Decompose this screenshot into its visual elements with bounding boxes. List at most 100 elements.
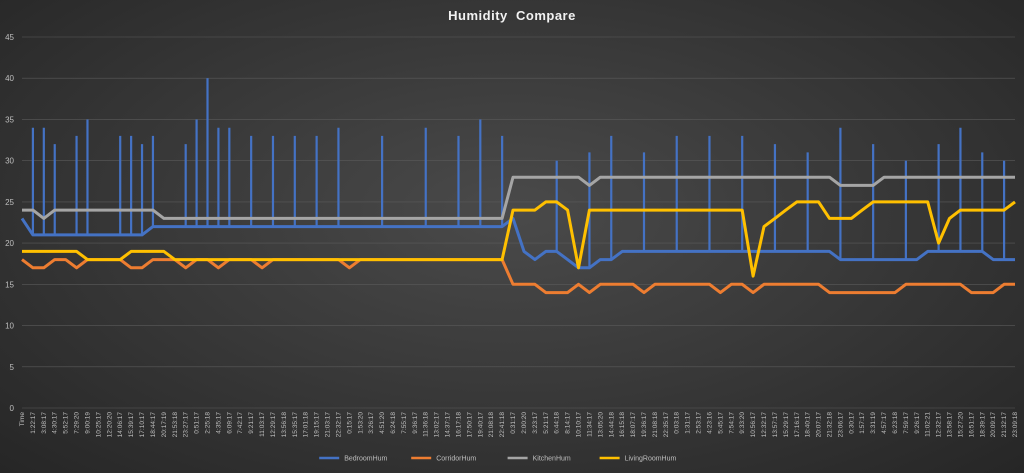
x-tick-label: 21:32:17 — [1001, 412, 1008, 438]
x-tick-label: 22:32:17 — [335, 412, 342, 438]
x-tick-label: 1:31:17 — [685, 412, 692, 434]
x-tick-label: Time — [19, 412, 26, 427]
x-tick-label: 3:31:19 — [870, 412, 877, 434]
x-tick-label: 20:17:19 — [161, 412, 168, 438]
x-tick-label: 18:39:17 — [979, 412, 986, 438]
x-tick-label: 20:09:17 — [990, 412, 997, 438]
series-line-bedroomhum — [20, 216, 1015, 270]
x-tick-label: 17:50:17 — [466, 412, 473, 438]
x-tick-label: 6:44:18 — [554, 412, 561, 434]
x-tick-label: 7:42:17 — [237, 412, 244, 434]
y-tick-label-35: 35 — [5, 115, 14, 124]
x-tick-label: 10:25:17 — [95, 412, 102, 438]
x-tick-label: 9:00:19 — [84, 412, 91, 434]
x-tick-label: 5:52:17 — [63, 412, 70, 434]
x-tick-label: 17:16:17 — [794, 412, 801, 438]
y-tick-label-40: 40 — [5, 74, 14, 83]
x-tick-label: 6:24:18 — [390, 412, 397, 434]
x-tick-label: 14:06:17 — [117, 412, 124, 438]
x-tick-label: 3:08:17 — [41, 412, 48, 434]
x-tick-label: 12:20:20 — [106, 412, 113, 438]
x-tick-label: 7:54:17 — [728, 412, 735, 434]
x-tick-label: 10:10:17 — [576, 412, 583, 438]
x-tick-label: 0:51:17 — [194, 412, 201, 434]
legend-label-bedroomhum: BedroomHum — [344, 456, 387, 463]
x-tick-label: 20:07:17 — [816, 412, 823, 438]
x-tick-label: 12:32:17 — [761, 412, 768, 438]
x-tick-label: 8:14:17 — [565, 412, 572, 434]
x-tick-label: 4:30:17 — [52, 412, 59, 434]
x-tick-label: 15:39:17 — [128, 412, 135, 438]
x-tick-label: 22:41:18 — [499, 412, 506, 438]
x-tick-label: 4:51:20 — [379, 412, 386, 434]
x-tick-label: 5:45:17 — [717, 412, 724, 434]
series-line-livingroomhum — [22, 200, 1016, 278]
x-tick-label: 19:36:17 — [641, 412, 648, 438]
x-tick-label: 11:03:17 — [259, 412, 266, 437]
legend-label-corridorhum: CorridorHum — [436, 456, 476, 463]
x-tick-label: 12:29:17 — [270, 412, 277, 438]
x-tick-label: 21:53:18 — [172, 412, 179, 438]
x-tick-label: 9:26:17 — [914, 412, 921, 434]
x-tick-label: 19:40:17 — [477, 412, 484, 438]
y-tick-label-45: 45 — [5, 33, 14, 42]
legend-label-kitchenhum: KitchenHum — [533, 456, 571, 463]
x-tick-label: 19:15:17 — [314, 412, 321, 438]
x-tick-label: 3:26:17 — [368, 412, 375, 434]
x-tick-label: 14:44:18 — [608, 412, 615, 438]
x-tick-label: 7:55:17 — [401, 412, 408, 434]
x-tick-label: 13:57:17 — [772, 412, 779, 438]
x-tick-label: 0:03:18 — [674, 412, 681, 434]
legend-label-livingroomhum: LivingRoomHum — [625, 456, 677, 463]
x-tick-label: 17:01:18 — [303, 412, 310, 438]
x-tick-label: 13:05:20 — [597, 412, 604, 438]
x-tick-label: 5:21:17 — [543, 412, 550, 434]
y-tick-label-0: 0 — [10, 404, 15, 413]
x-tick-label: 4:35:17 — [215, 412, 222, 434]
x-tick-label: 4:57:17 — [881, 412, 888, 434]
x-tick-label: 21:32:18 — [826, 412, 833, 438]
x-tick-label: 18:44:17 — [150, 412, 157, 438]
x-tick-label: 16:17:18 — [455, 412, 462, 438]
y-tick-label-5: 5 — [10, 363, 15, 372]
x-tick-label: 7:29:20 — [74, 412, 81, 434]
x-tick-label: 22:35:17 — [663, 412, 670, 438]
x-tick-label: 9:33:20 — [739, 412, 746, 434]
x-tick-label: 2:25:18 — [205, 412, 212, 434]
x-tick-label: 6:09:17 — [226, 412, 233, 434]
x-tick-label: 13:56:18 — [281, 412, 288, 438]
x-tick-label: 0:31:17 — [510, 412, 517, 434]
x-tick-label: 23:06:17 — [837, 412, 844, 438]
x-tick-label: 1:57:17 — [859, 412, 866, 434]
x-tick-label: 4:23:16 — [706, 412, 713, 434]
y-tick-label-30: 30 — [5, 157, 14, 166]
x-tick-label: 14:37:17 — [445, 412, 452, 438]
y-tick-label-10: 10 — [5, 322, 14, 331]
x-tick-label: 6:23:18 — [892, 412, 899, 434]
y-tick-label-15: 15 — [5, 280, 14, 289]
x-tick-label: 10:56:17 — [750, 412, 757, 438]
x-tick-label: 21:08:18 — [488, 412, 495, 438]
chart-title: Humidity Compare — [448, 8, 576, 23]
x-tick-label: 23:09:18 — [1012, 412, 1019, 438]
x-tick-label: 11:34:17 — [586, 412, 593, 437]
x-tick-label: 2:53:17 — [696, 412, 703, 434]
x-tick-label: 15:35:17 — [292, 412, 299, 438]
x-tick-label: 1:22:17 — [30, 412, 37, 434]
series-line-kitchenhum — [22, 175, 1015, 220]
x-tick-label: 21:08:18 — [652, 412, 659, 438]
x-tick-label: 9:36:17 — [412, 412, 419, 434]
series-line-corridorhum — [21, 258, 1015, 295]
x-tick-label: 2:00:20 — [521, 412, 528, 434]
x-tick-label: 15:27:20 — [957, 412, 964, 438]
x-tick-label: 13:58:17 — [947, 412, 954, 438]
x-tick-label: 16:51:17 — [968, 412, 975, 438]
x-tick-label: 21:03:17 — [325, 412, 332, 438]
x-tick-label: 15:29:17 — [783, 412, 790, 438]
x-tick-label: 1:53:20 — [357, 412, 364, 434]
y-tick-label-25: 25 — [5, 198, 14, 207]
y-tick-label-20: 20 — [5, 239, 14, 248]
x-tick-label: 12:32:17 — [936, 412, 943, 438]
